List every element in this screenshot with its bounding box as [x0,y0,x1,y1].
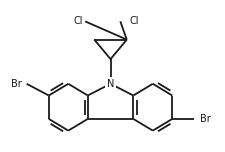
Text: Br: Br [200,114,210,124]
Text: Cl: Cl [73,16,83,26]
Text: N: N [107,79,114,89]
Text: Br: Br [11,79,22,89]
Text: Cl: Cl [129,16,139,26]
